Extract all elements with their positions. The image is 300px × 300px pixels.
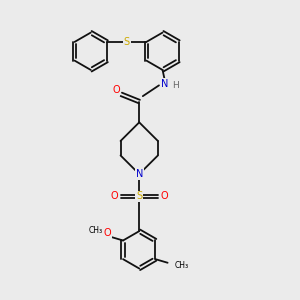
Text: CH₃: CH₃ bbox=[175, 261, 189, 270]
Text: O: O bbox=[112, 85, 120, 95]
Text: N: N bbox=[161, 79, 169, 88]
Text: N: N bbox=[136, 169, 143, 179]
Text: CH₃: CH₃ bbox=[88, 226, 102, 235]
Text: O: O bbox=[160, 191, 168, 201]
Text: S: S bbox=[124, 37, 130, 47]
Text: O: O bbox=[103, 228, 111, 238]
Text: O: O bbox=[110, 191, 118, 201]
Text: S: S bbox=[136, 191, 142, 201]
Text: H: H bbox=[172, 81, 179, 90]
